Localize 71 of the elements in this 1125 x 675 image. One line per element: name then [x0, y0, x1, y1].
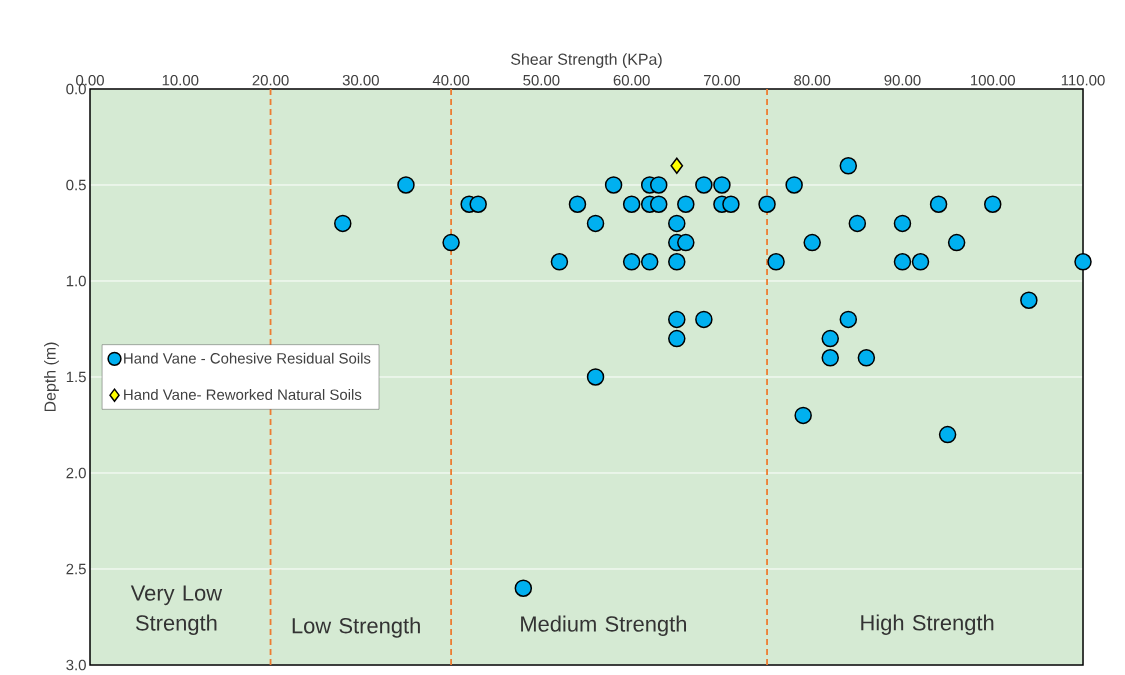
point — [649, 195, 668, 213]
point — [767, 253, 785, 271]
point — [839, 310, 858, 329]
point — [514, 579, 533, 597]
x-axis-title: Shear Strength (KPa) — [511, 53, 662, 69]
annotation: High Strength — [861, 614, 994, 635]
point — [758, 195, 776, 213]
point — [803, 233, 821, 252]
y-tick-label: 0.5 — [66, 179, 86, 191]
x-tick-label: 100.00 — [971, 74, 1015, 86]
point — [568, 195, 587, 213]
point — [839, 157, 858, 175]
point — [722, 195, 740, 213]
y-tick-label: 1.0 — [66, 275, 86, 287]
point — [785, 176, 803, 194]
point — [586, 214, 605, 233]
x-tick-label: 50.00 — [523, 74, 560, 86]
point — [677, 233, 695, 252]
annotation: Very Low Strength — [130, 585, 223, 636]
x-tick-label: 30.00 — [342, 74, 379, 86]
point — [677, 195, 695, 213]
x-tick-label: 80.00 — [794, 74, 831, 86]
point — [821, 349, 839, 367]
y-axis-title: Depth (m) — [44, 342, 59, 412]
point — [893, 214, 912, 233]
point — [442, 233, 460, 252]
point — [550, 253, 569, 271]
point — [983, 195, 1002, 213]
point — [670, 157, 684, 175]
point — [622, 195, 641, 213]
point — [848, 214, 867, 233]
x-tick-label: 110.00 — [1061, 74, 1105, 86]
point — [929, 195, 948, 213]
point — [1074, 253, 1092, 271]
point — [857, 349, 876, 367]
point — [1020, 291, 1038, 309]
point — [794, 406, 812, 425]
point — [695, 310, 713, 329]
x-tick-label: 60.00 — [613, 74, 650, 86]
point — [893, 253, 912, 271]
legend-label: Hand Vane- Reworked Natural Soils — [124, 388, 362, 400]
point — [586, 368, 605, 386]
point — [938, 425, 957, 444]
point — [622, 253, 641, 271]
x-tick-label: 70.00 — [703, 74, 741, 86]
point — [649, 176, 668, 194]
point — [397, 176, 415, 194]
legend-label: Hand Vane - Cohesive Residual Soils — [124, 352, 371, 364]
point — [947, 233, 966, 252]
y-tick-label: 1.5 — [66, 371, 86, 383]
annotation: Medium Strength — [521, 615, 686, 637]
y-tick-label: 2.5 — [66, 563, 86, 575]
x-tick-label: 20.00 — [252, 74, 289, 86]
point — [334, 214, 352, 233]
point — [821, 329, 839, 348]
x-tick-label: 40.00 — [432, 74, 470, 86]
point — [640, 253, 659, 271]
point — [713, 176, 731, 194]
point — [668, 310, 686, 329]
annotation: Low Strength — [292, 617, 420, 638]
y-tick-label: 2.0 — [66, 467, 86, 479]
y-tick-label: 3.0 — [66, 659, 86, 671]
point — [668, 214, 686, 233]
point — [695, 176, 713, 194]
x-tick-label: 10.00 — [162, 74, 199, 86]
point — [668, 253, 686, 271]
point — [668, 329, 686, 348]
x-tick-label: 90.00 — [884, 74, 921, 86]
point — [911, 253, 930, 271]
point — [604, 176, 623, 194]
point — [469, 195, 487, 213]
